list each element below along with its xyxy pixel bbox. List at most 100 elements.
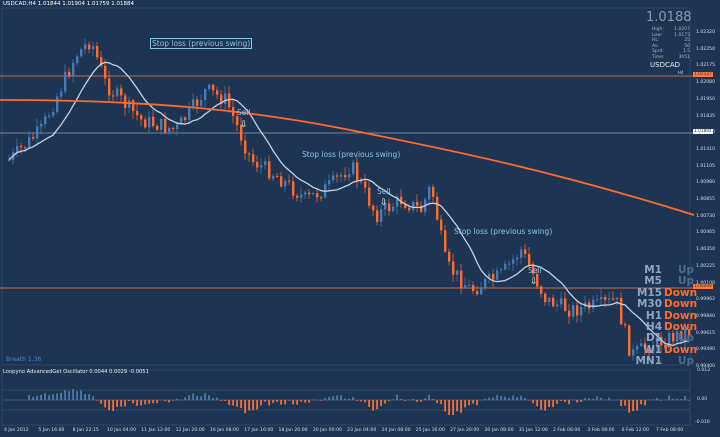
oscillator-bar xyxy=(284,400,286,405)
oscillator-bar xyxy=(388,400,390,402)
oscillator-bar xyxy=(428,394,430,400)
candle-body xyxy=(508,263,511,265)
price-tick-label: 1.02175 xyxy=(696,63,715,69)
oscillator-bar xyxy=(640,400,642,405)
trend-direction-h4: Down xyxy=(664,321,698,333)
candle-body xyxy=(388,203,391,212)
oscillator-bar xyxy=(60,392,62,400)
info-row-value: 3h51 xyxy=(678,54,690,60)
oscillator-bar xyxy=(460,400,462,413)
oscillator-bar xyxy=(80,390,82,400)
oscillator-bar xyxy=(180,399,182,401)
price-tick-label: 1.01410 xyxy=(696,146,715,152)
oscillator-bar xyxy=(196,395,198,400)
info-row-label: Low: xyxy=(652,32,663,38)
price-tick-label: 0.99615 xyxy=(696,330,715,336)
oscillator-bar xyxy=(120,400,122,407)
candle-body xyxy=(516,257,519,260)
oscillator-bar xyxy=(72,389,74,400)
candle-body xyxy=(472,284,475,292)
candle-body xyxy=(180,117,183,125)
oscillator-bar xyxy=(580,400,582,402)
candle-body xyxy=(616,297,619,300)
trend-direction-m1: Up xyxy=(677,264,694,276)
oscillator-bar xyxy=(304,400,306,403)
oscillator-bar xyxy=(504,396,506,400)
oscillator-bar xyxy=(556,400,558,404)
oscillator-bar xyxy=(568,400,570,405)
time-tick-label: 20 Jan 00:00 xyxy=(312,428,342,433)
candle-body xyxy=(228,93,231,108)
candle-body xyxy=(684,329,687,341)
time-tick-label: 24 Jan 08:00 xyxy=(381,428,411,433)
oscillator-bar xyxy=(280,400,282,405)
candle-body xyxy=(612,298,615,300)
oscillator-bar xyxy=(588,398,590,400)
info-row-value: 1.0207 xyxy=(674,27,690,32)
oscillator-bar xyxy=(84,394,86,400)
oscillator-bar xyxy=(28,394,30,400)
info-row: Low: 1.0173 xyxy=(652,33,690,38)
time-tick-label: 4 Jan 2012 xyxy=(4,428,29,433)
candle-body xyxy=(128,100,131,108)
lower-level-price-tag: 1.00098 xyxy=(693,284,713,289)
oscillator-bar xyxy=(208,395,210,400)
candle-body xyxy=(676,331,679,342)
candle-body xyxy=(40,123,43,127)
candle-body xyxy=(400,196,403,205)
oscillator-bar xyxy=(416,400,418,402)
oscillator-bar xyxy=(516,397,518,400)
oscillator-bar xyxy=(112,400,114,412)
candle-body xyxy=(44,116,47,124)
oscillator-bar xyxy=(352,397,354,400)
oscillator-bar xyxy=(456,400,458,412)
oscillator-bar xyxy=(608,397,610,400)
trend-timeframe-mn1: MN1 xyxy=(635,355,662,368)
oscillator-bar xyxy=(440,400,442,405)
sell-down-arrow-icon: ⇩ xyxy=(240,120,248,130)
candle-body xyxy=(8,159,11,161)
candle-body xyxy=(192,99,195,107)
symbol-label: USDCAD xyxy=(650,61,681,69)
candle-body xyxy=(408,207,411,211)
candle-body xyxy=(256,162,259,168)
candle-body xyxy=(136,111,139,116)
oscillator-bar xyxy=(316,399,318,401)
candle-body xyxy=(316,193,319,198)
oscillator-bar xyxy=(376,400,378,410)
oscillator-bar xyxy=(576,400,578,403)
trend-direction-h1: Down xyxy=(664,309,698,322)
candle-body xyxy=(280,176,283,187)
slow-moving-average-line xyxy=(0,99,695,216)
oscillator-bar xyxy=(688,400,690,401)
time-tick-label: 8 Jan 22:15 xyxy=(72,428,99,433)
oscillator-bar xyxy=(312,399,314,400)
candle-body xyxy=(344,174,347,178)
timeframe-label: H4 xyxy=(678,70,684,75)
oscillator-bar xyxy=(88,394,90,400)
oscillator-bar xyxy=(572,399,574,401)
main-panel-frame xyxy=(1,7,691,366)
candle-body xyxy=(384,203,387,210)
candle-body xyxy=(68,71,71,77)
trend-timeframe-h1: H1 xyxy=(645,309,662,322)
candle-body xyxy=(488,273,491,279)
info-row: High: 1.0207 xyxy=(652,27,690,32)
price-tick-label: 1.00465 xyxy=(696,230,715,236)
candle-body xyxy=(436,196,439,220)
oscillator-top-label: 0.012 xyxy=(697,368,711,373)
oscillator-bar xyxy=(172,400,174,401)
oscillator-bar xyxy=(540,400,542,410)
price-tick-label: 1.02250 xyxy=(696,46,715,52)
candle-body xyxy=(336,175,339,177)
breath-label: Breath 1.36 xyxy=(6,356,42,363)
candle-body xyxy=(540,286,543,294)
info-row: Sprd: 1.5 xyxy=(652,49,690,54)
candle-body xyxy=(396,196,399,207)
candle-body xyxy=(452,261,455,275)
oscillator-bar xyxy=(236,400,238,407)
oscillator-bar xyxy=(136,400,138,406)
oscillator-bar xyxy=(216,397,218,400)
candle-body xyxy=(432,186,435,197)
